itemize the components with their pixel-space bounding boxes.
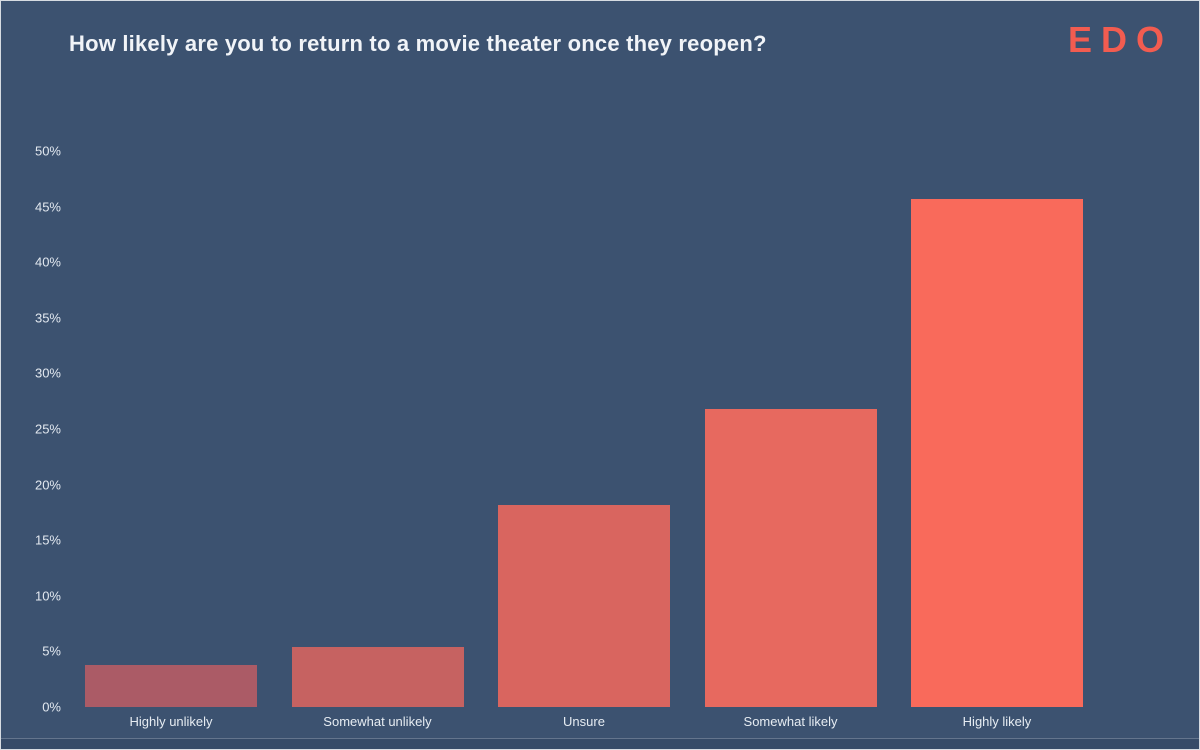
page-title: How likely are you to return to a movie … [69, 31, 767, 56]
y-axis: 0% 5% 10% 15% 20% 25% 30% 35% 40% 45% 50% [1, 144, 61, 715]
x-tick-label: Unsure [563, 714, 605, 729]
y-tick-label: 0% [42, 699, 61, 715]
plot-area [85, 151, 1083, 707]
y-tick-label: 5% [42, 643, 61, 659]
y-tick-label: 15% [34, 532, 61, 548]
bar-somewhat-likely [704, 408, 877, 707]
y-tick-label: 35% [34, 310, 61, 326]
edo-logo: EDO [1067, 19, 1173, 60]
bar-unsure [498, 504, 670, 707]
y-tick-label: 40% [34, 254, 61, 270]
x-tick-label: Highly likely [962, 714, 1032, 729]
x-tick-label: Somewhat unlikely [323, 714, 432, 729]
bar-highly-likely [911, 198, 1083, 707]
bottom-band [1, 738, 1199, 749]
y-tick-label: 25% [34, 421, 61, 437]
y-tick-label: 30% [34, 365, 61, 381]
x-axis: Highly unlikely Somewhat unlikely Unsure So… [85, 714, 1083, 734]
y-tick-label: 50% [34, 143, 61, 159]
y-tick-label: 10% [34, 588, 61, 604]
bar-highly-unlikely [85, 664, 257, 707]
y-tick-label: 20% [34, 477, 61, 493]
bar-somewhat-unlikely [291, 646, 464, 707]
x-tick-label: Somewhat likely [743, 714, 838, 729]
y-tick-label: 45% [34, 199, 61, 215]
x-tick-label: Highly unlikely [129, 714, 213, 729]
